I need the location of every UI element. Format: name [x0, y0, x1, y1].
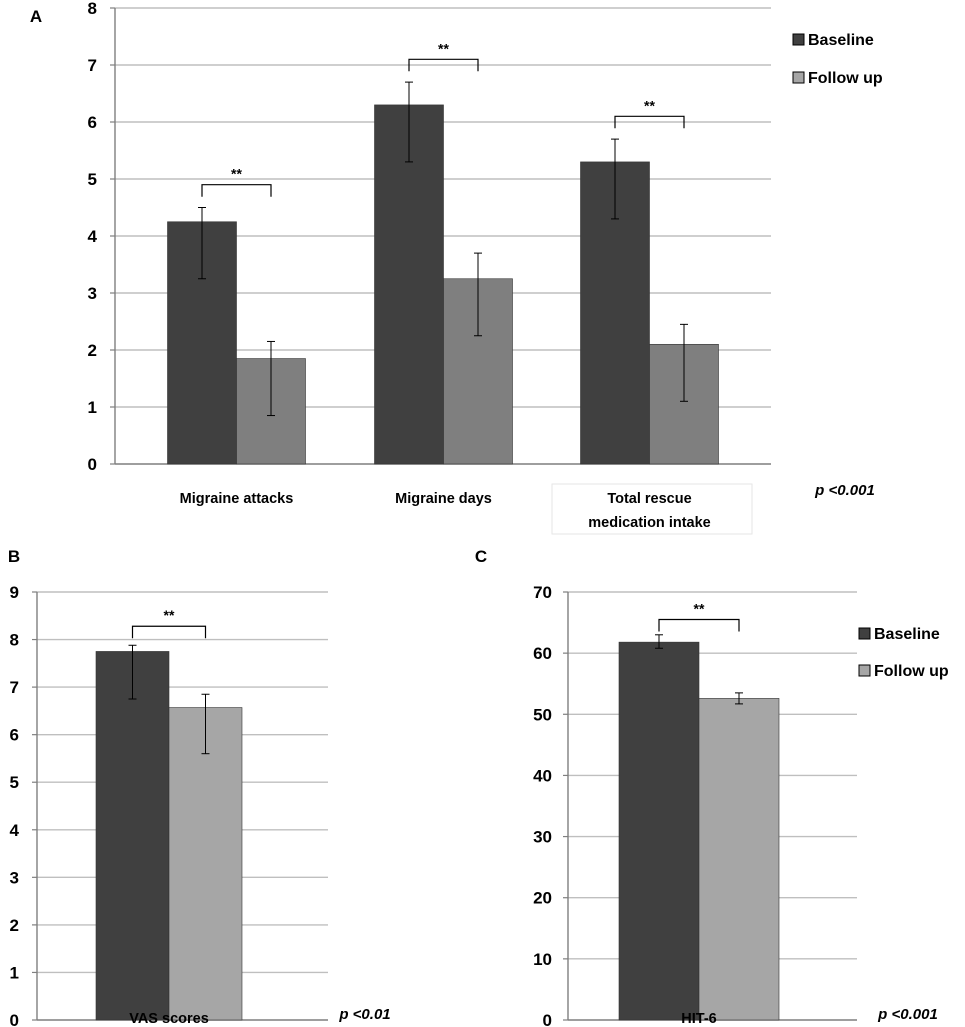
legend-label: Follow up — [874, 663, 949, 680]
significance-label: ** — [644, 97, 655, 113]
legend-swatch — [858, 627, 871, 640]
y-tick-label: 2 — [88, 341, 97, 360]
y-tick-label: 9 — [10, 583, 19, 602]
y-tick-label: 6 — [88, 113, 97, 132]
significance-bracket — [131, 625, 207, 639]
legend: Baseline Follow up — [858, 626, 949, 680]
category-label: medication intake — [588, 515, 710, 531]
y-tick-label: 30 — [533, 828, 552, 847]
category-label: VAS scores — [129, 1011, 209, 1027]
category-label: Total rescue — [607, 491, 691, 507]
y-tick-label: 8 — [10, 631, 19, 650]
gridlines — [37, 591, 328, 974]
legend-label: Baseline — [808, 32, 874, 49]
y-tick-label: 40 — [533, 766, 552, 785]
significance-bracket — [201, 184, 272, 197]
p-value: p <0.001 — [814, 482, 875, 499]
y-tick-label: 50 — [533, 705, 552, 724]
y-tick-label: 2 — [10, 916, 19, 935]
legend-label: Baseline — [874, 626, 940, 643]
significance-label: ** — [164, 607, 175, 623]
legend-swatch — [792, 33, 805, 46]
y-tick-label: 1 — [10, 963, 19, 982]
y-tick-label: 0 — [10, 1011, 19, 1027]
chart-panel-c: C 0 10 20 30 40 50 60 70 HIT-6 ** p <0.001 Baseline F… — [475, 547, 949, 1027]
y-tick-label: 3 — [10, 868, 19, 887]
y-tick-label: 20 — [533, 889, 552, 908]
bar-follow-up — [698, 698, 780, 1021]
bar-baseline — [95, 651, 170, 1021]
legend-swatch — [792, 71, 805, 84]
y-tick-label: 7 — [10, 678, 19, 697]
significance-label: ** — [438, 40, 449, 56]
y-tick-label: 4 — [88, 227, 98, 246]
bar-baseline — [618, 641, 700, 1021]
significance-bracket — [408, 58, 479, 72]
panel-label-c: C — [475, 547, 487, 566]
y-tick-label: 60 — [533, 644, 552, 663]
category-label: Migraine attacks — [180, 491, 294, 507]
y-tick-label: 4 — [10, 821, 20, 840]
category-label: Migraine days — [395, 491, 492, 507]
y-tick-label: 5 — [10, 773, 19, 792]
significance-label: ** — [231, 166, 242, 182]
y-tick-label: 0 — [543, 1011, 552, 1027]
y-tick-label: 8 — [88, 0, 97, 18]
y-tick-label: 5 — [88, 170, 97, 189]
significance-bracket — [658, 618, 740, 632]
y-tick-label: 6 — [10, 726, 19, 745]
significance-label: ** — [694, 601, 705, 617]
y-tick-label: 1 — [88, 398, 97, 417]
category-label-box — [551, 483, 753, 535]
y-tick-label: 10 — [533, 950, 552, 969]
y-tick-label: 3 — [88, 284, 97, 303]
legend-label: Follow up — [808, 70, 883, 87]
legend: Baseline Follow up — [792, 32, 883, 87]
bar-baseline — [374, 104, 444, 465]
y-tick-label: 7 — [88, 56, 97, 75]
bar-follow-up — [168, 707, 243, 1021]
p-value: p <0.001 — [877, 1006, 938, 1023]
significance-bracket — [614, 115, 685, 129]
category-label: HIT-6 — [681, 1011, 716, 1027]
chart-panel-a: A 0 1 2 3 4 5 6 7 8 Migraine attacks Migraine days T… — [30, 0, 883, 535]
chart-panel-b: B 0 1 2 3 4 5 6 7 8 9 VAS scores ** p <0.01 — [8, 547, 391, 1027]
panel-label-a: A — [30, 7, 42, 26]
legend-swatch — [858, 664, 871, 677]
p-value: p <0.01 — [338, 1006, 390, 1023]
y-tick-label: 70 — [533, 583, 552, 602]
y-tick-label: 0 — [88, 455, 97, 474]
panel-label-b: B — [8, 547, 20, 566]
